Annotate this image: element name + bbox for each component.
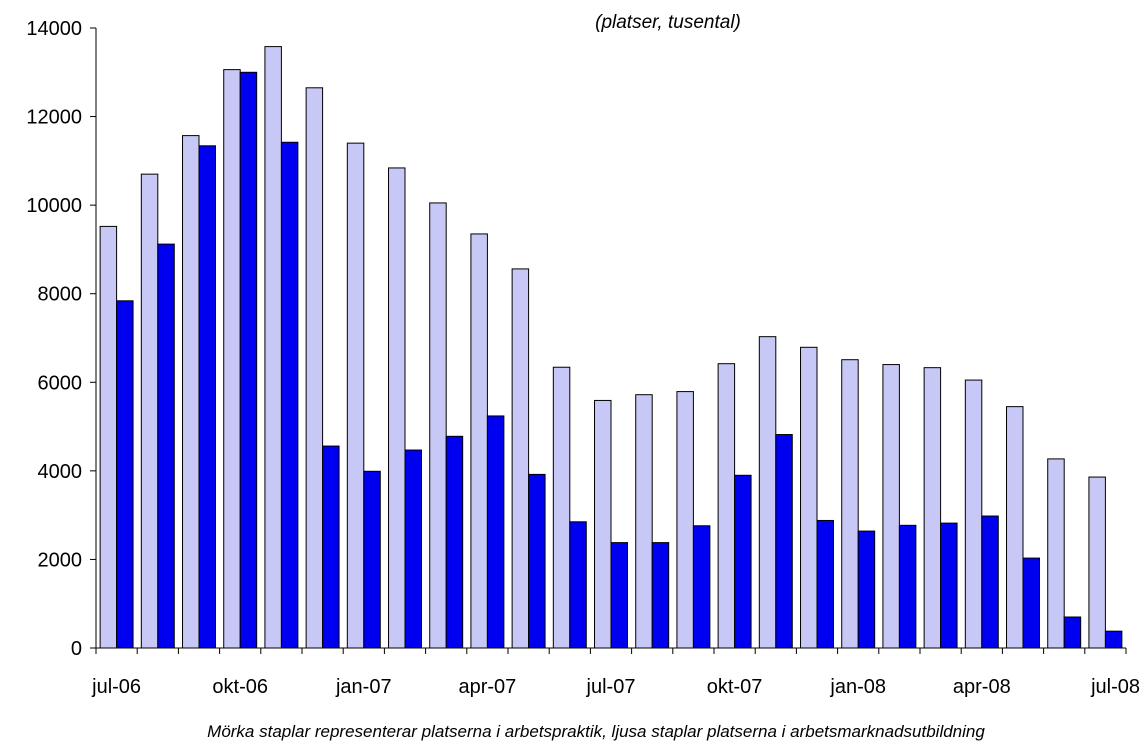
x-tick-label: jul-07 <box>586 676 636 698</box>
y-tick-label: 4000 <box>38 461 83 483</box>
bar-light-jul-06 <box>99 225 118 649</box>
bar-light-apr-08 <box>964 379 983 649</box>
bar-dark-jul-08 <box>1104 630 1123 649</box>
bar-light-maj-08 <box>1006 406 1024 649</box>
bar-light-apr-07 <box>470 233 488 649</box>
bar-dark-jul-06 <box>116 300 134 649</box>
bar-dark-mar-08 <box>940 522 958 649</box>
x-tick-label: okt-07 <box>707 676 763 698</box>
y-axis-ticks: 0 2000 4000 6000 8000 10000 12000 14000 <box>26 18 96 660</box>
bar-dark-dec-07 <box>816 519 834 649</box>
bar-dark-nov-07 <box>775 434 793 649</box>
bar-dark-okt-06 <box>239 71 258 649</box>
y-tick-label: 12000 <box>26 107 82 129</box>
bar-dark-feb-08 <box>898 524 917 649</box>
bar-light-aug-07 <box>635 394 653 649</box>
x-tick-label: apr-07 <box>458 676 516 698</box>
y-tick-label: 6000 <box>38 372 83 394</box>
bar-dark-feb-07 <box>404 449 422 649</box>
bar-dark-jun-07 <box>569 521 587 649</box>
bar-dark-sep-07 <box>692 525 711 649</box>
x-axis-ticks: jul-06 okt-06 jan-07 apr-07 jul-07 okt-07 jan-… <box>91 648 1140 698</box>
bar-dark-jun-08 <box>1063 616 1082 649</box>
bar-dark-apr-07 <box>486 415 505 649</box>
bar-dark-dec-06 <box>322 445 340 649</box>
bar-light-nov-07 <box>758 336 777 649</box>
bar-light-mar-07 <box>429 202 447 649</box>
bar-light-jun-08 <box>1047 458 1065 649</box>
bar-light-jul-08 <box>1088 476 1106 649</box>
x-tick-label: jan-07 <box>335 676 392 698</box>
chart-subtitle: (platser, tusental) <box>595 12 741 33</box>
bar-dark-maj-08 <box>1022 557 1040 649</box>
bar-dark-jan-07 <box>363 470 381 649</box>
bar-light-okt-06 <box>223 69 241 649</box>
bars <box>99 46 1123 649</box>
bar-light-jan-08 <box>841 359 859 649</box>
bar-dark-jul-07 <box>610 542 628 649</box>
bar-light-aug-06 <box>140 173 159 649</box>
bar-dark-sep-06 <box>198 145 216 649</box>
bar-light-dec-06 <box>305 87 324 649</box>
bar-light-jun-07 <box>552 366 571 649</box>
x-tick-label: okt-06 <box>212 676 268 698</box>
bar-light-maj-07 <box>511 268 530 649</box>
chart-caption: Mörka staplar representerar platserna i … <box>207 722 985 741</box>
bar-light-sep-06 <box>182 135 200 649</box>
x-tick-label: jan-08 <box>829 676 886 698</box>
x-tick-label: jul-06 <box>91 676 141 698</box>
bar-light-feb-07 <box>388 167 406 649</box>
bar-light-jan-07 <box>346 142 365 649</box>
bar-light-sep-07 <box>676 391 694 649</box>
x-tick-label: jul-08 <box>1090 676 1140 698</box>
x-tick-label: apr-08 <box>953 676 1011 698</box>
bar-dark-maj-07 <box>528 473 546 649</box>
y-tick-label: 14000 <box>26 18 82 40</box>
y-tick-label: 10000 <box>26 195 82 217</box>
bar-light-dec-07 <box>800 346 818 649</box>
bar-light-jul-07 <box>594 399 612 649</box>
bar-dark-aug-07 <box>651 542 670 649</box>
y-tick-label: 8000 <box>38 284 83 306</box>
y-tick-label: 2000 <box>38 549 83 571</box>
bar-dark-jan-08 <box>857 530 876 649</box>
bar-light-feb-08 <box>882 364 900 649</box>
bar-light-nov-06 <box>264 46 282 649</box>
bar-light-mar-08 <box>923 367 942 649</box>
bar-dark-okt-07 <box>734 474 752 649</box>
bar-light-okt-07 <box>717 363 736 649</box>
bar-dark-mar-07 <box>445 435 464 649</box>
y-tick-label: 0 <box>71 638 82 660</box>
bar-dark-nov-06 <box>280 141 299 649</box>
bar-dark-aug-06 <box>157 243 175 649</box>
bar-dark-apr-08 <box>981 515 999 649</box>
